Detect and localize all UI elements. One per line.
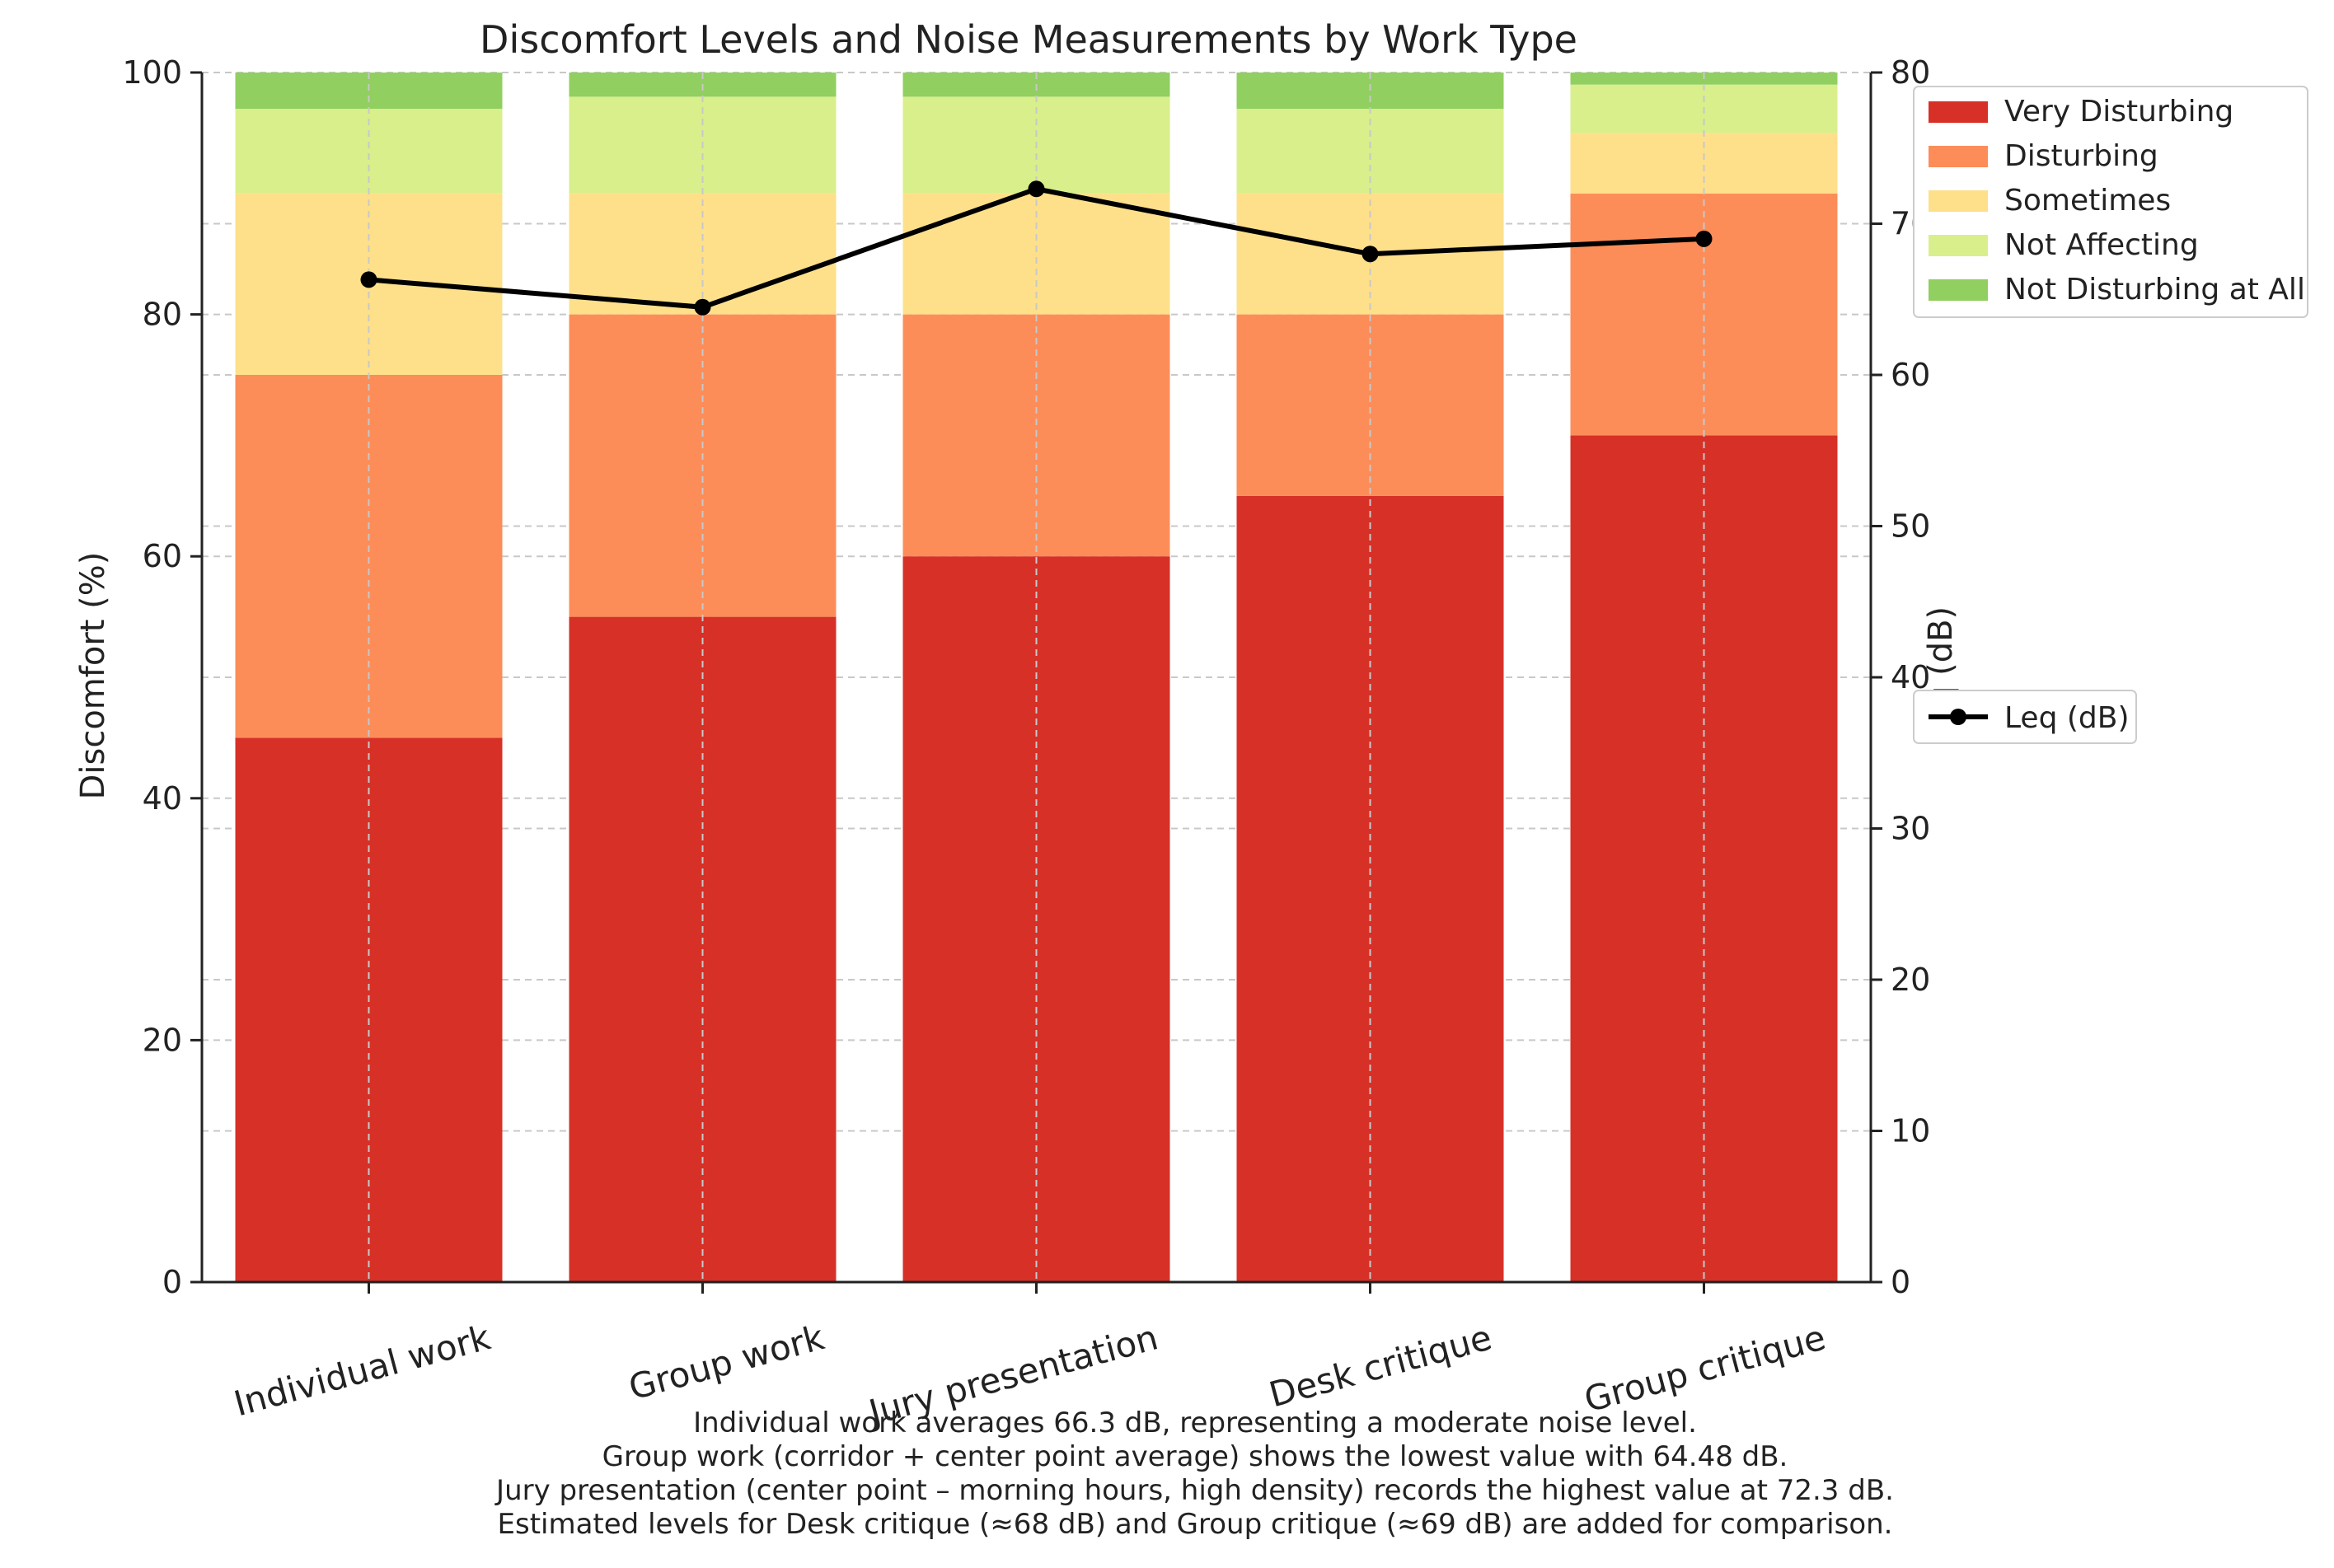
y-axis-label-left: Discomfort (%): [74, 552, 112, 800]
legend-swatch-3: [1929, 235, 1988, 256]
tick-label-right: 50: [1891, 508, 1930, 545]
legend-label: Very Disturbing: [2004, 95, 2233, 129]
legend-swatch-1: [1929, 146, 1988, 167]
legend-label: Disturbing: [2004, 139, 2158, 173]
category-label: Desk critique: [1265, 1317, 1496, 1415]
tick-label-left: 100: [122, 54, 182, 91]
tick-label-right: 60: [1891, 357, 1930, 393]
bars-layer: [235, 73, 1838, 1282]
leq-line-layer: [360, 180, 1713, 316]
tick-label-right: 20: [1891, 962, 1930, 998]
chart-title: Discomfort Levels and Noise Measurements…: [480, 17, 1577, 62]
tick-label-right: 40: [1891, 659, 1930, 695]
leq-point-1: [694, 298, 711, 316]
legend-swatch-0: [1929, 101, 1988, 123]
bar-disturbing-0: [235, 375, 503, 738]
tick-label-left: 20: [143, 1022, 182, 1058]
legend-label: Sometimes: [2004, 184, 2171, 218]
legend-line-label: Leq (dB): [2004, 701, 2130, 735]
legend-line-marker: [1950, 709, 1966, 725]
tick-label-left: 80: [143, 297, 182, 333]
category-label: Individual work: [230, 1317, 495, 1424]
leq-point-4: [1695, 230, 1713, 247]
tick-label-left: 40: [143, 780, 182, 817]
annotation-line: Individual work averages 66.3 dB, repres…: [693, 1407, 1697, 1439]
annotation-line: Estimated levels for Desk critique (≈68 …: [498, 1508, 1893, 1541]
tick-label-right: 80: [1891, 54, 1930, 91]
annotation-line: Group work (corridor + center point aver…: [602, 1440, 1788, 1473]
tick-label-left: 0: [162, 1264, 182, 1300]
legend-swatch-2: [1929, 190, 1988, 212]
category-label: Group critique: [1580, 1317, 1830, 1420]
legend-main: Very Disturbing Disturbing Sometimes Not Af…: [1913, 86, 2308, 318]
bar-very-disturbing-3: [1236, 495, 1504, 1282]
tick-label-right: 30: [1891, 811, 1930, 847]
legend-label: Not Disturbing at All: [2004, 273, 2305, 307]
legend-line: Leq (dB): [1913, 690, 2137, 744]
legend-line-frame: [1913, 690, 2137, 744]
legend-swatch-4: [1929, 279, 1988, 301]
annotation-notes: Individual work averages 66.3 dB, repres…: [494, 1407, 1894, 1541]
legend-label: Not Affecting: [2004, 228, 2199, 262]
tick-label-right: 0: [1891, 1264, 1910, 1300]
tick-label-left: 60: [143, 538, 182, 574]
category-label: Group work: [625, 1317, 829, 1407]
leq-point-0: [360, 271, 377, 288]
annotation-line: Jury presentation (center point – mornin…: [494, 1474, 1894, 1507]
legend-main-frame: [1913, 86, 2308, 318]
tick-label-right: 10: [1891, 1113, 1930, 1149]
leq-point-3: [1362, 246, 1379, 263]
leq-point-2: [1028, 180, 1045, 198]
